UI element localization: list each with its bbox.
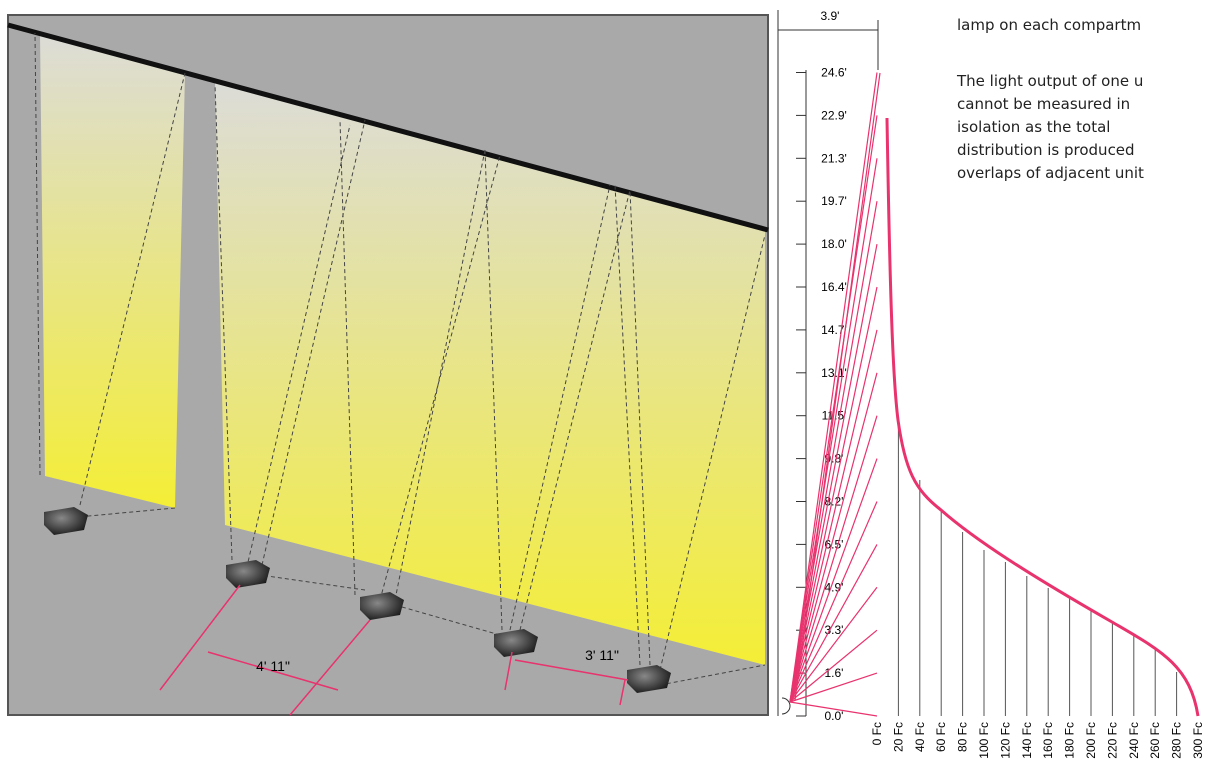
light-ray bbox=[789, 72, 878, 703]
dimension-label: 3.9' bbox=[821, 9, 840, 23]
wall-section bbox=[40, 33, 185, 508]
height-label: 16.4' bbox=[821, 280, 847, 294]
light-ray bbox=[789, 672, 878, 703]
illuminance-label: 280 Fc bbox=[1170, 722, 1184, 759]
dimension-label: 3' 11" bbox=[585, 647, 619, 663]
light-ray bbox=[789, 415, 878, 703]
illuminance-label: 220 Fc bbox=[1105, 722, 1119, 759]
light-ray bbox=[789, 701, 878, 717]
height-label: 1.6' bbox=[825, 666, 844, 680]
illuminance-label: 140 Fc bbox=[1020, 722, 1034, 759]
illuminance-label: 120 Fc bbox=[998, 722, 1012, 759]
light-ray bbox=[789, 629, 878, 703]
light-beams bbox=[34, 32, 766, 686]
illuminance-label: 160 Fc bbox=[1041, 722, 1055, 759]
note-line: cannot be measured in bbox=[957, 95, 1131, 113]
light-ray bbox=[789, 458, 878, 703]
illuminance-label: 200 Fc bbox=[1084, 722, 1098, 759]
height-label: 24.6' bbox=[821, 66, 847, 80]
note-line: distribution is produced bbox=[957, 141, 1135, 159]
light-ray bbox=[789, 501, 878, 703]
light-ray bbox=[789, 158, 878, 703]
illuminance-label: 240 Fc bbox=[1127, 722, 1141, 759]
light-ray bbox=[789, 201, 878, 703]
wall-section bbox=[215, 82, 765, 665]
note-line: overlaps of adjacent unit bbox=[957, 164, 1144, 182]
note-line: isolation as the total bbox=[957, 118, 1111, 136]
light-ray bbox=[789, 115, 878, 703]
illuminance-label: 60 Fc bbox=[934, 722, 948, 752]
height-label: 21.3' bbox=[821, 151, 847, 165]
dimension-lines bbox=[159, 584, 629, 716]
height-label: 3.3' bbox=[825, 623, 844, 637]
note-paragraph: The light output of one u cannot be measu… bbox=[957, 70, 1144, 185]
light-ray bbox=[789, 372, 878, 703]
fixtures bbox=[44, 507, 671, 693]
illuminance-label: 20 Fc bbox=[891, 722, 905, 752]
illuminance-label: 300 Fc bbox=[1191, 722, 1205, 759]
height-label: 19.7' bbox=[821, 194, 847, 208]
illuminance-label: 260 Fc bbox=[1148, 722, 1162, 759]
illuminance-label: 100 Fc bbox=[977, 722, 991, 759]
illuminance-label: 0 Fc bbox=[870, 722, 884, 745]
illuminance-label: 40 Fc bbox=[913, 722, 927, 752]
dimension-label: 4' 11" bbox=[256, 658, 290, 674]
height-label: 4.9' bbox=[825, 580, 844, 594]
height-label: 14.7' bbox=[821, 323, 847, 337]
emitter bbox=[781, 697, 791, 715]
note-line: The light output of one u bbox=[957, 72, 1144, 90]
light-ray bbox=[789, 544, 878, 703]
height-label: 0.0' bbox=[825, 709, 844, 723]
light-ray bbox=[789, 329, 878, 703]
note-text: lamp on each compartm bbox=[957, 16, 1142, 34]
light-ray bbox=[794, 72, 881, 701]
height-label: 22.9' bbox=[821, 108, 847, 122]
illuminance-label: 180 Fc bbox=[1063, 722, 1077, 759]
light-ray bbox=[789, 586, 878, 703]
illuminance-label: 80 Fc bbox=[956, 722, 970, 752]
distribution-curve bbox=[885, 117, 1200, 717]
wall-top bbox=[7, 22, 769, 233]
height-label: 18.0' bbox=[821, 237, 847, 251]
